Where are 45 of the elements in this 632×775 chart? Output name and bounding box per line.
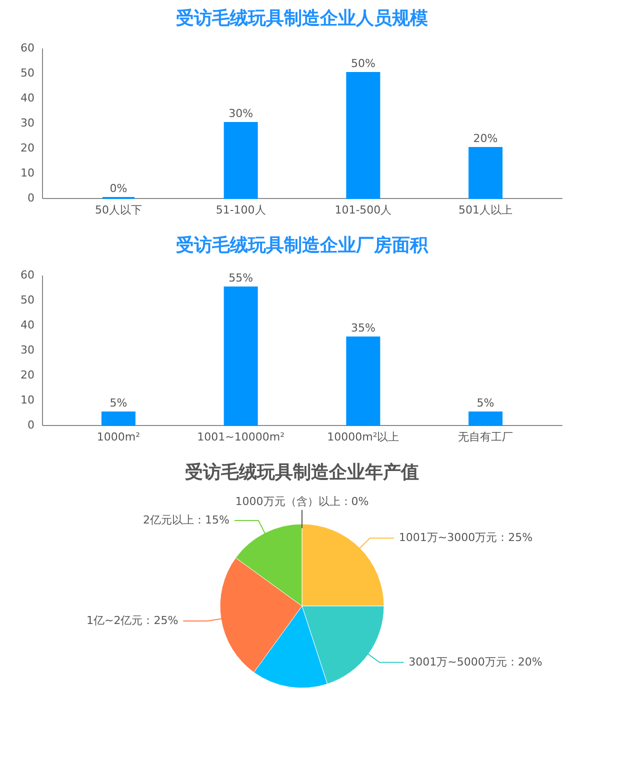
y-tick-label: 10	[20, 394, 34, 406]
y-tick-label: 30	[20, 116, 34, 130]
y-tick-label: 0	[28, 192, 34, 204]
x-tick-label: 501人以上	[458, 204, 513, 216]
bar	[346, 72, 380, 199]
x-tick-label: 101-500人	[334, 204, 392, 216]
x-tick-label: 无自有工厂	[458, 430, 514, 444]
y-tick-label: 50	[20, 294, 34, 306]
bar	[468, 412, 503, 426]
bar	[101, 412, 136, 426]
chart-title: 受访毛绒玩具制造企业厂房面积	[176, 235, 429, 256]
x-tick-label: 1000m²	[96, 430, 140, 444]
y-tick-label: 20	[20, 368, 34, 382]
data-label: 20%	[473, 132, 498, 145]
y-tick-label: 10	[20, 166, 34, 180]
bar	[224, 286, 258, 426]
y-tick-label: 40	[20, 318, 34, 332]
data-label: 0%	[110, 182, 128, 195]
y-tick-label: 60	[20, 268, 34, 282]
slice-label: 3001万~5000万元：20%	[408, 655, 542, 668]
x-tick-label: 50人以下	[94, 204, 142, 216]
data-label: 35%	[350, 322, 376, 334]
data-label: 30%	[228, 107, 254, 120]
chart-title: 受访毛绒玩具制造企业人员规模	[176, 8, 428, 29]
x-tick-label: 1001~10000m²	[197, 430, 284, 444]
y-tick-label: 50	[20, 66, 34, 80]
bar	[346, 336, 380, 426]
y-tick-label: 30	[20, 344, 34, 356]
y-tick-label: 60	[20, 42, 34, 54]
x-tick-label: 10000m²以上	[327, 430, 400, 444]
y-tick-label: 0	[28, 418, 34, 432]
y-tick-label: 40	[20, 92, 34, 104]
slice-label: 1001万~3000万元：25%	[398, 531, 533, 544]
bar	[224, 122, 258, 199]
slice-label: 1亿~2亿元：25%	[86, 614, 178, 628]
data-label: 50%	[350, 57, 376, 70]
x-tick-label: 51-100人	[216, 204, 266, 216]
y-tick-label: 20	[20, 142, 34, 154]
slice-label: 2亿元以上：15%	[142, 513, 230, 526]
bar	[468, 147, 503, 199]
category-label: 1000万元（含）以上：0%	[235, 495, 369, 508]
data-label: 5%	[476, 396, 494, 410]
data-label: 5%	[110, 396, 128, 410]
data-label: 55%	[228, 272, 254, 284]
chart-title: 受访毛绒玩具制造企业年产值	[185, 462, 419, 483]
